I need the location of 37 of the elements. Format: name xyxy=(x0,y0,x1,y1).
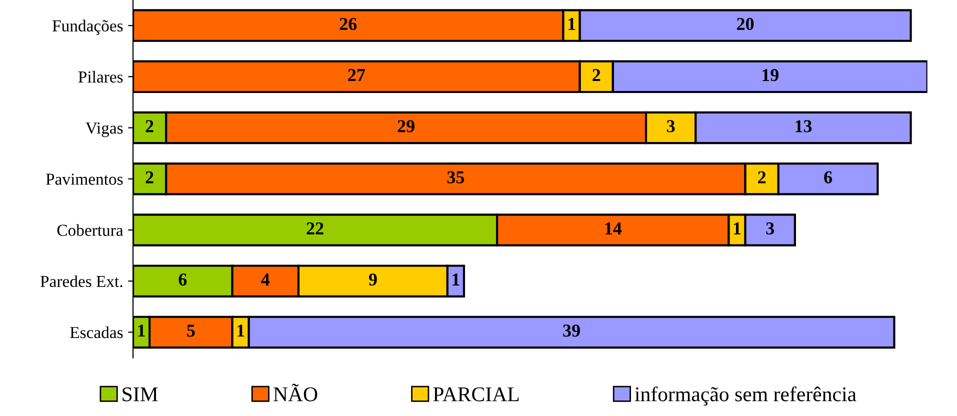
y-tick-label: Pavimentos xyxy=(46,174,123,185)
data-label: 4 xyxy=(261,274,270,286)
legend-label: informação sem referência xyxy=(634,386,856,406)
data-label: 1 xyxy=(238,324,244,337)
legend-label: NÃO xyxy=(274,384,318,402)
data-label: 3 xyxy=(667,120,675,132)
data-label: 9 xyxy=(368,273,377,286)
data-label: 13 xyxy=(796,120,812,132)
y-tick-label: Fundações xyxy=(52,20,123,35)
data-label: 5 xyxy=(187,324,195,337)
y-tick-label: Cobertura xyxy=(57,224,124,236)
data-label: 2 xyxy=(146,171,154,184)
data-label: 1 xyxy=(138,324,145,337)
data-label: 22 xyxy=(306,222,324,234)
data-label: 1 xyxy=(568,18,576,30)
y-tick-label: Vigas xyxy=(86,122,123,138)
data-label: 39 xyxy=(563,324,580,337)
data-label: 2 xyxy=(146,120,154,132)
data-label: 3 xyxy=(766,222,774,235)
data-label: 1 xyxy=(452,274,460,286)
data-label: 2 xyxy=(758,171,766,184)
data-label: 19 xyxy=(762,69,778,82)
data-label: 35 xyxy=(447,171,464,184)
data-label: 1 xyxy=(734,222,741,234)
data-label: 20 xyxy=(737,18,754,30)
y-tick-label: Pilares xyxy=(78,70,123,83)
data-label: 26 xyxy=(340,18,357,30)
data-label: 2 xyxy=(592,69,600,82)
data-label: 29 xyxy=(398,120,414,132)
data-label: 6 xyxy=(824,171,832,184)
legend-label: SIM xyxy=(122,387,158,402)
data-label: 27 xyxy=(348,69,366,82)
y-tick-label: Paredes Ext. xyxy=(40,275,122,288)
data-label: 14 xyxy=(605,222,622,234)
data-label: 6 xyxy=(178,273,187,286)
legend-label: PARCIAL xyxy=(433,387,519,402)
y-tick-label: Escadas xyxy=(70,326,123,338)
